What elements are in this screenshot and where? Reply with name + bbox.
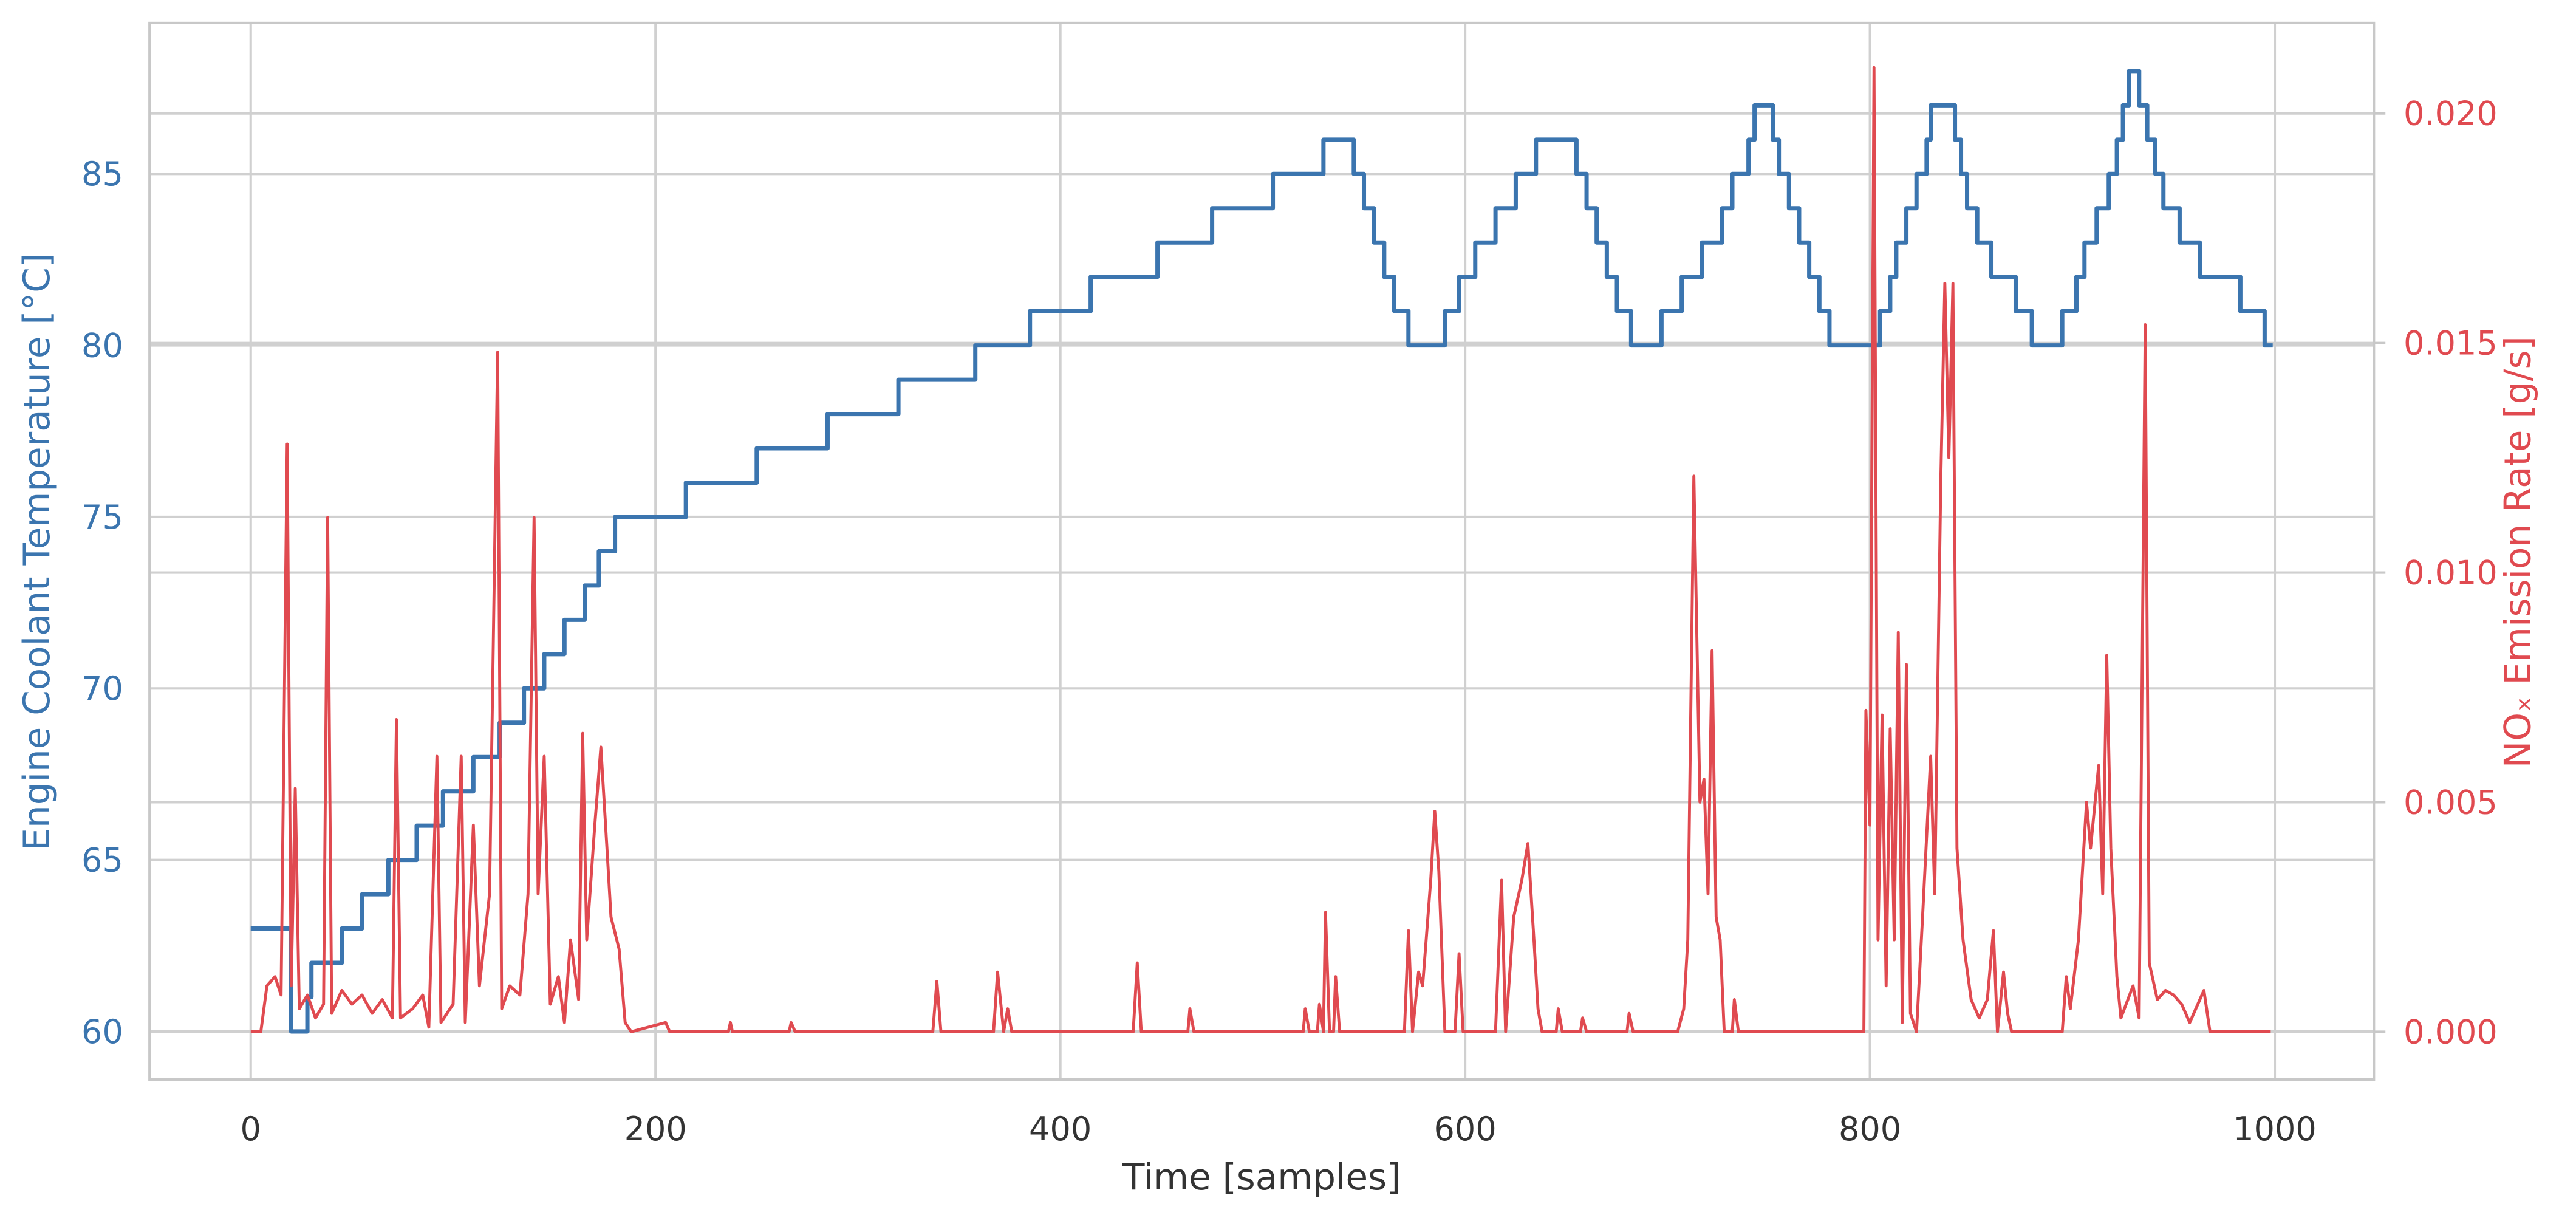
x-tick-label: 0: [241, 1110, 261, 1148]
x-tick-label: 600: [1434, 1110, 1497, 1148]
x-tick-label: 800: [1839, 1110, 1901, 1148]
y2-tick-label: 0.010: [2403, 554, 2498, 592]
plot-frame: [148, 21, 2376, 1081]
y-tick-label: 75: [81, 498, 123, 536]
y-tick-label: 85: [81, 155, 123, 193]
y2-axis-label: NOₓ Emission Rate [g/s]: [2497, 336, 2539, 768]
series-line: [250, 69, 2273, 1034]
y-tick-label: 70: [81, 669, 123, 708]
y2-tick-label: 0.005: [2403, 783, 2498, 821]
y-tick-label: 80: [81, 327, 123, 365]
plot: [250, 66, 2273, 1034]
x-tick-label: 200: [624, 1110, 687, 1148]
x-tick-label: 1000: [2233, 1110, 2317, 1148]
series-line: [250, 66, 2271, 1033]
y-axis-label: Engine Coolant Temperature [°C]: [16, 253, 58, 851]
y2-tick-label: 0.000: [2403, 1013, 2498, 1051]
x-tick-label: 400: [1029, 1110, 1092, 1148]
x-axis-label: Time [samples]: [1122, 1157, 1401, 1199]
y2-tick-label: 0.015: [2403, 324, 2498, 363]
y-tick-label: 65: [81, 841, 123, 880]
y2-tick-label: 0.020: [2403, 95, 2498, 133]
y-tick-label: 60: [81, 1013, 123, 1051]
grid: [149, 22, 2374, 1079]
